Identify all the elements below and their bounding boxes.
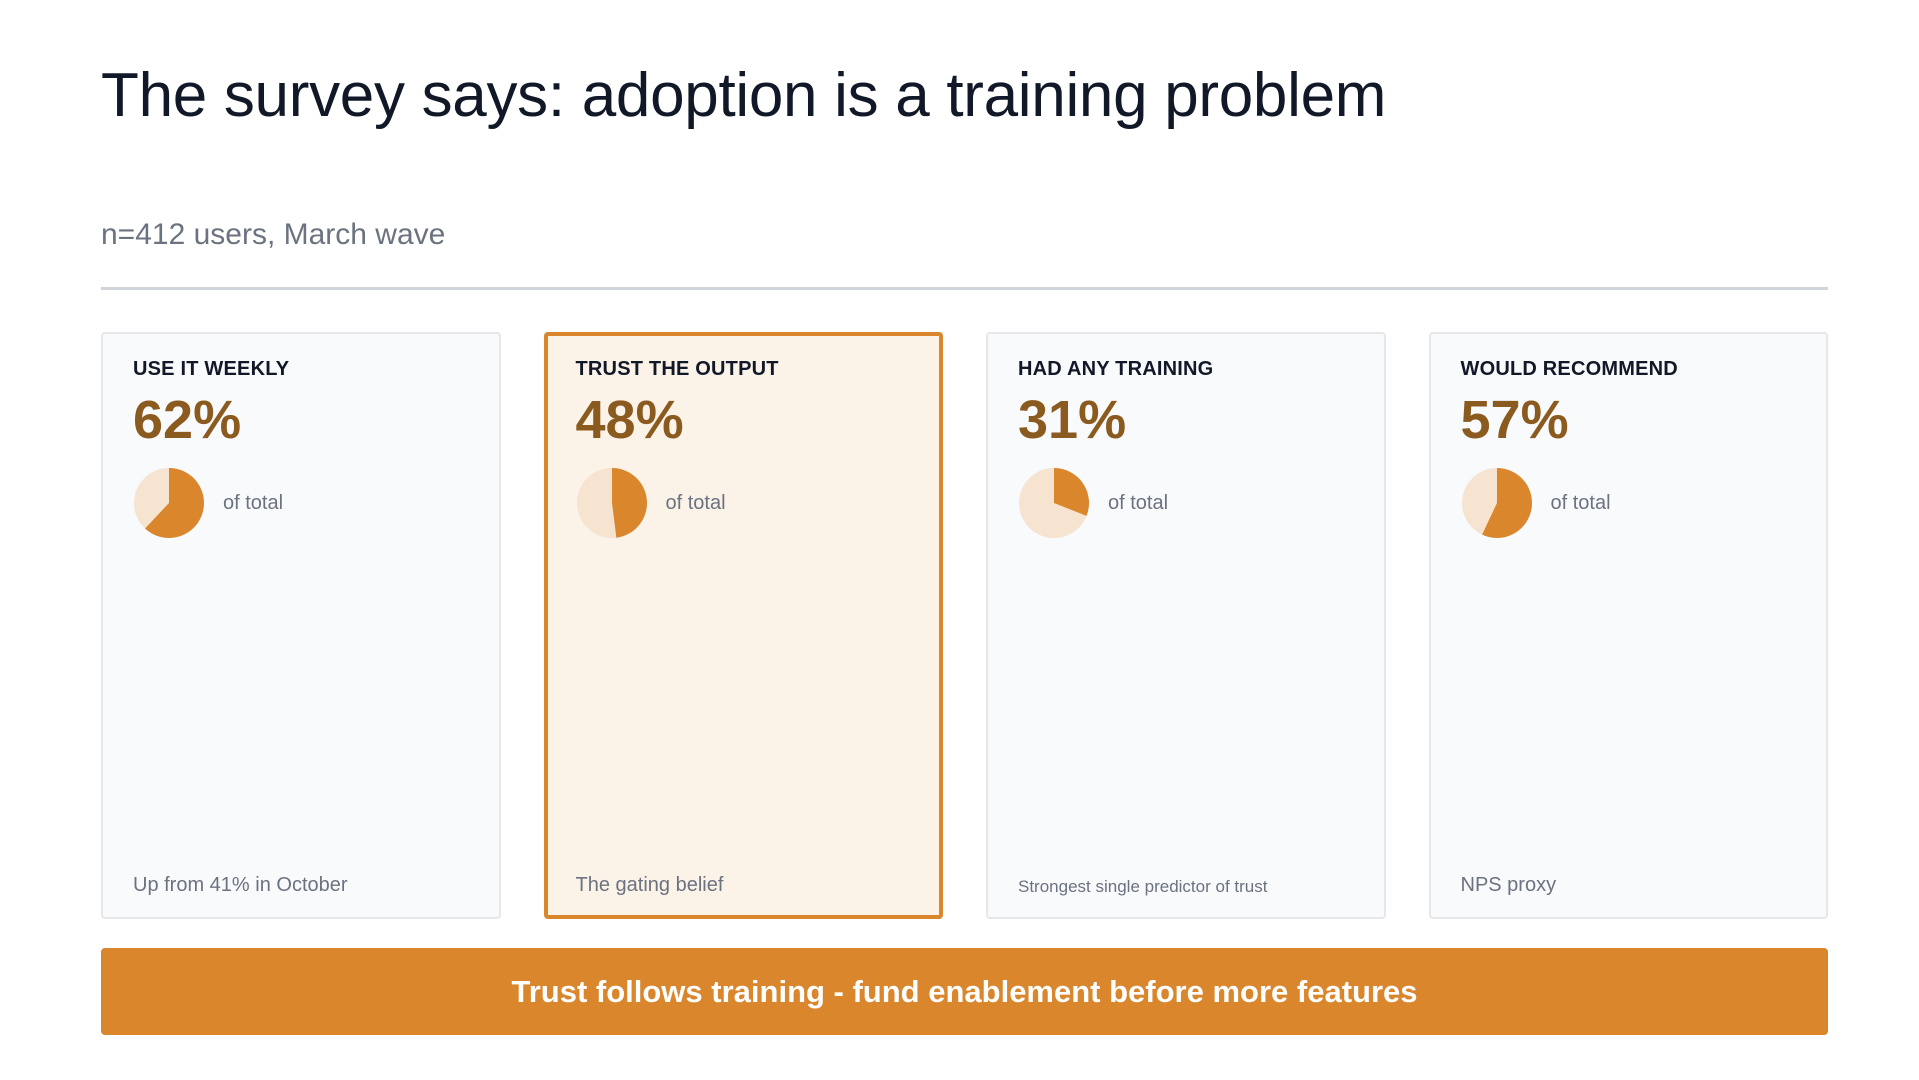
stat-card-value: 57% xyxy=(1460,390,1569,450)
pie-caption: of total xyxy=(665,491,726,514)
pie-chart-icon xyxy=(1019,468,1089,538)
stat-cards: USE IT WEEKLY 62% of total Up from 41% i… xyxy=(101,332,1828,919)
pie-row: of total xyxy=(133,467,469,539)
stat-card-label: TRUST THE OUTPUT xyxy=(575,358,779,380)
conclusion-banner: Trust follows training - fund enablement… xyxy=(101,948,1828,1035)
stat-card-would-recommend: WOULD RECOMMEND 57% of total NPS proxy xyxy=(1428,332,1828,919)
divider xyxy=(101,287,1828,290)
pie-row: of total xyxy=(576,467,912,539)
stat-card-label: WOULD RECOMMEND xyxy=(1460,358,1678,380)
pie-caption: of total xyxy=(1108,491,1169,514)
pie-row: of total xyxy=(1018,467,1354,539)
pie-slice xyxy=(145,468,205,538)
pie-slice xyxy=(611,468,647,538)
pie-slice xyxy=(1054,468,1089,516)
stat-card-value: 62% xyxy=(133,390,242,450)
stat-card-note: Strongest single predictor of trust xyxy=(1018,877,1268,896)
pie-chart-icon xyxy=(576,468,647,538)
stat-card-value: 48% xyxy=(575,390,684,450)
page-subtitle: n=412 users, March wave xyxy=(101,218,446,251)
pie-chart-icon xyxy=(134,468,205,538)
pie-slice xyxy=(1481,468,1532,538)
stat-card-use-weekly: USE IT WEEKLY 62% of total Up from 41% i… xyxy=(101,332,501,919)
stat-card-note: Up from 41% in October xyxy=(133,874,348,896)
pie-chart-icon xyxy=(1461,468,1532,538)
pie-row: of total xyxy=(1461,467,1797,539)
pie-caption: of total xyxy=(223,491,284,514)
conclusion-banner-text: Trust follows training - fund enablement… xyxy=(511,973,1418,1009)
stat-card-had-training: HAD ANY TRAINING 31% of total Strongest … xyxy=(986,332,1386,919)
stat-card-label: USE IT WEEKLY xyxy=(133,358,290,380)
stat-card-label: HAD ANY TRAINING xyxy=(1018,358,1214,380)
stat-card-trust-output: TRUST THE OUTPUT 48% of total The gating… xyxy=(543,332,943,919)
stat-card-note: NPS proxy xyxy=(1460,874,1557,896)
stat-card-note: The gating belief xyxy=(575,874,724,896)
stat-card-value: 31% xyxy=(1018,390,1127,450)
pie-caption: of total xyxy=(1550,491,1611,514)
page-title: The survey says: adoption is a training … xyxy=(101,61,1387,130)
